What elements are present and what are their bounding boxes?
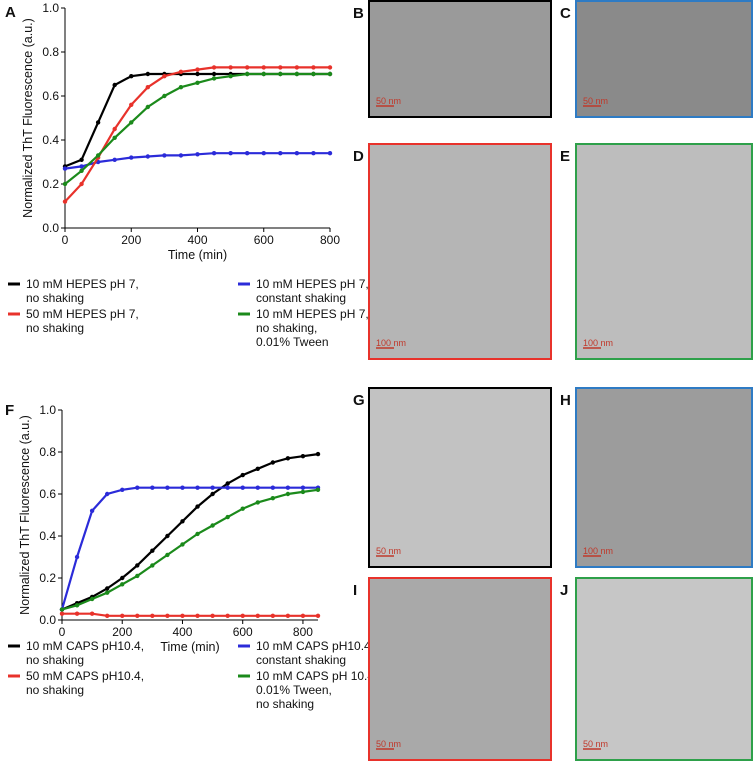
micrograph: [368, 387, 552, 568]
legend-label: 50 mM HEPES pH 7, no shaking: [26, 307, 139, 335]
y-axis-title: Normalized ThT Fluorescence (a.u.): [21, 18, 35, 218]
y-tick-label: 0.2: [39, 571, 56, 585]
scale-label: 50 nm: [376, 546, 401, 556]
y-tick-label: 0.0: [42, 221, 59, 235]
micrograph: [575, 387, 753, 568]
legend-label: 10 mM CAPS pH10.4, no shaking: [26, 639, 144, 667]
fit-line: [61, 453, 319, 611]
legend-label: 10 mM CAPS pH10.4, constant shaking: [256, 639, 374, 667]
micrograph: [575, 143, 753, 360]
scale-label: 100 nm: [583, 338, 613, 348]
y-tick-label: 0.2: [42, 177, 59, 191]
x-tick-label: 0: [62, 233, 69, 247]
x-tick-label: 400: [172, 625, 192, 639]
x-tick-label: 0: [59, 625, 66, 639]
fit-line: [64, 72, 330, 185]
micrograph: [575, 577, 753, 761]
y-tick-label: 0.8: [42, 45, 59, 59]
x-axis-title: Time (min): [168, 248, 227, 262]
micrograph: [368, 577, 552, 761]
y-tick-label: 1.0: [42, 1, 59, 15]
y-axis-title: Normalized ThT Fluorescence (a.u.): [18, 415, 32, 615]
fit-line: [64, 152, 330, 170]
y-tick-label: 0.4: [39, 529, 56, 543]
panel-letter: G: [353, 392, 365, 409]
legend-label: 10 mM CAPS pH 10.4, 0.01% Tween, no shakin…: [256, 669, 377, 711]
x-tick-label: 800: [293, 625, 313, 639]
panel-letter: D: [353, 148, 364, 165]
y-tick-label: 0.4: [42, 133, 59, 147]
x-tick-label: 200: [121, 233, 141, 247]
micrograph: [575, 0, 753, 118]
panel-letter: J: [560, 582, 568, 599]
scale-label: 50 nm: [583, 739, 608, 749]
scale-label: 50 nm: [376, 96, 401, 106]
x-axis-title: Time (min): [160, 640, 219, 654]
micrograph: [368, 0, 552, 118]
scale-label: 100 nm: [376, 338, 406, 348]
legend-label: 10 mM HEPES pH 7, no shaking: [26, 277, 139, 305]
scale-label: 50 nm: [376, 739, 401, 749]
legend-label: 10 mM HEPES pH 7, constant shaking: [256, 277, 369, 305]
panel-letter: F: [5, 402, 14, 419]
fit-line: [62, 612, 318, 617]
panel-letter: A: [5, 4, 16, 21]
x-tick-label: 400: [187, 233, 207, 247]
x-tick-label: 600: [233, 625, 253, 639]
fit-line: [64, 66, 330, 203]
y-tick-label: 0.6: [42, 89, 59, 103]
panel-letter: E: [560, 148, 570, 165]
fit-line: [61, 488, 319, 611]
panel-letter: I: [353, 582, 357, 599]
panel-letter: B: [353, 5, 364, 22]
legend-label: 50 mM CAPS pH10.4, no shaking: [26, 669, 144, 697]
fit-line: [60, 486, 318, 610]
micrograph: [368, 143, 552, 360]
scale-label: 50 nm: [583, 96, 608, 106]
y-tick-label: 1.0: [39, 403, 56, 417]
panel-letter: C: [560, 5, 571, 22]
x-tick-label: 200: [112, 625, 132, 639]
y-tick-label: 0.6: [39, 487, 56, 501]
y-tick-label: 0.0: [39, 613, 56, 627]
scale-label: 100 nm: [583, 546, 613, 556]
y-tick-label: 0.8: [39, 445, 56, 459]
panel-letter: H: [560, 392, 571, 409]
x-tick-label: 800: [320, 233, 340, 247]
x-tick-label: 600: [254, 233, 274, 247]
legend-label: 10 mM HEPES pH 7, no shaking, 0.01% Tween: [256, 307, 369, 349]
